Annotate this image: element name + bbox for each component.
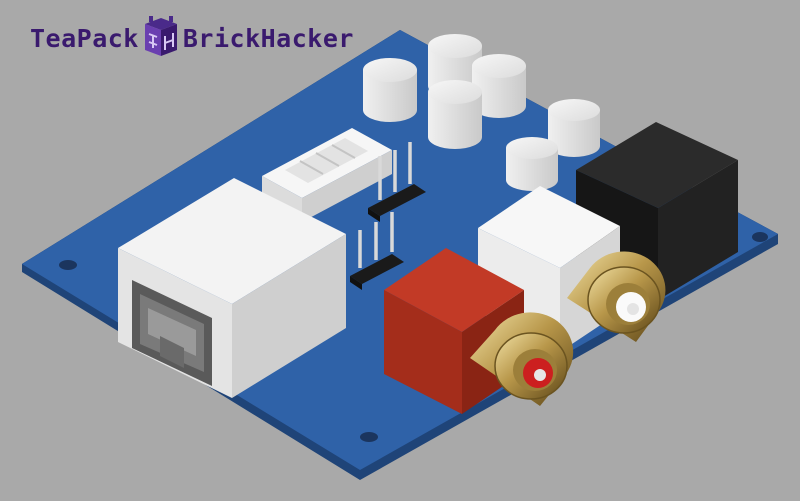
capacitor xyxy=(472,54,526,118)
rj45-port-opening xyxy=(132,280,212,386)
brick-logo-icon xyxy=(144,16,177,56)
rca-jack-red xyxy=(384,248,574,414)
brand-logo: TeaPack BrickHacker xyxy=(30,16,354,60)
rca-gold-barrel xyxy=(567,251,666,342)
capacitor xyxy=(506,137,558,191)
logo-text-left: TeaPack xyxy=(30,23,139,53)
mounting-hole xyxy=(360,432,378,442)
capacitor xyxy=(428,80,482,149)
jst-connector xyxy=(262,128,392,222)
logo-text-right: BrickHacker xyxy=(182,23,354,53)
rca-jack-white xyxy=(478,186,666,352)
capacitor xyxy=(363,58,417,122)
pin-header xyxy=(368,142,426,222)
rj45-jack xyxy=(118,178,346,398)
mounting-hole xyxy=(752,232,768,242)
pin-header xyxy=(350,212,404,290)
capacitors xyxy=(363,34,600,191)
rca-gold-barrel xyxy=(470,312,574,406)
capacitor xyxy=(548,99,600,157)
mounting-hole xyxy=(59,260,77,270)
